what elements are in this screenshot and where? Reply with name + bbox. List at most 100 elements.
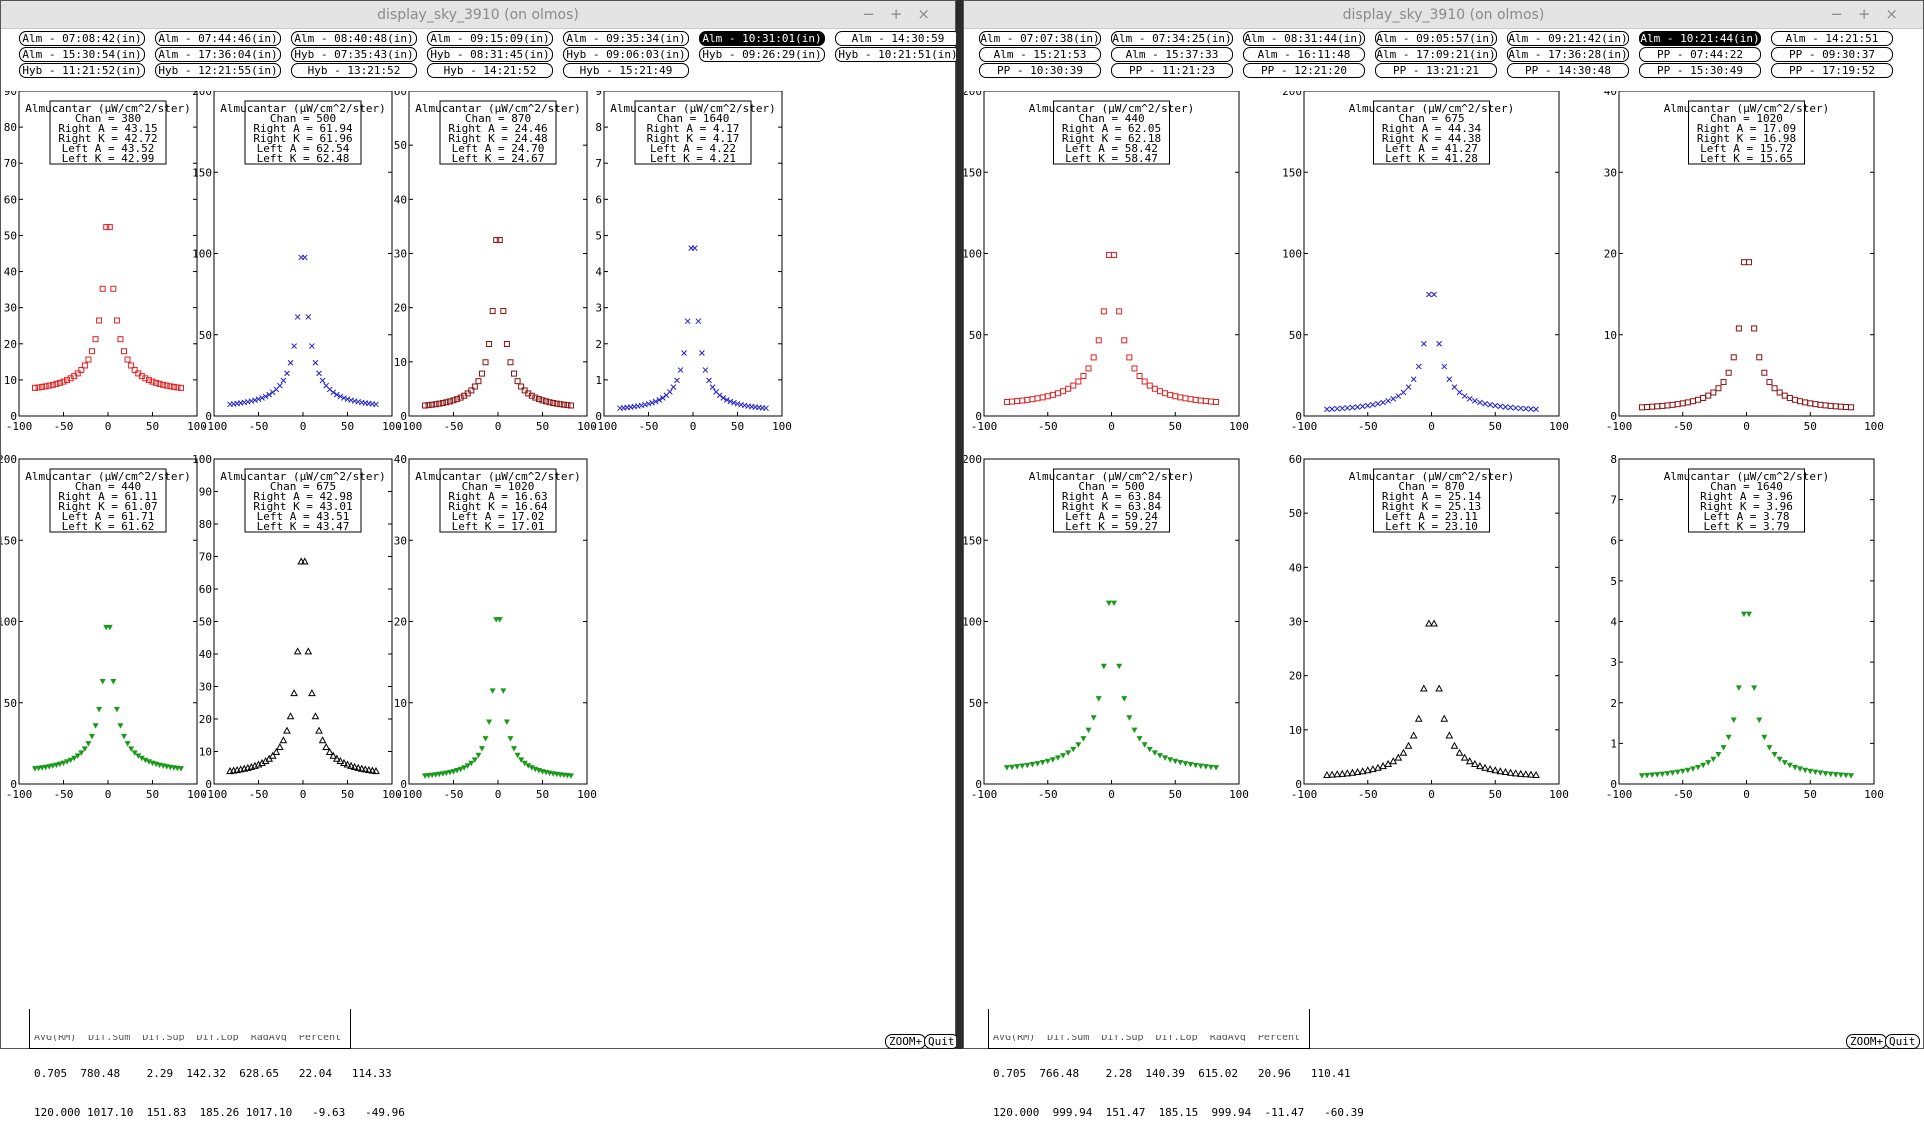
tab-measurement[interactable]: PP - 13:21:21: [1375, 63, 1497, 78]
tab-measurement[interactable]: Hyb - 10:21:51(in): [835, 47, 961, 62]
data-point: [103, 224, 110, 231]
data-point: [35, 765, 42, 772]
y-tick-label: 10: [394, 697, 407, 710]
tab-measurement[interactable]: Hyb - 15:21:49: [563, 63, 689, 78]
tab-measurement[interactable]: PP - 15:30:49: [1639, 63, 1761, 78]
data-point: [443, 770, 450, 777]
close-icon[interactable]: ×: [917, 5, 945, 23]
window-controls[interactable]: −+×: [1830, 5, 1913, 23]
window-controls[interactable]: −+×: [862, 5, 945, 23]
tab-measurement[interactable]: Hyb - 08:31:45(in): [427, 47, 553, 62]
y-tick-label: 40: [1604, 91, 1617, 98]
tab-measurement[interactable]: Alm - 07:44:46(in): [155, 31, 281, 46]
tab-measurement[interactable]: Alm - 15:37:33: [1111, 47, 1233, 62]
maximize-icon[interactable]: +: [889, 5, 918, 23]
zoom-button[interactable]: ZOOM+: [885, 1034, 927, 1049]
tab-measurement[interactable]: Hyb - 09:06:03(in): [563, 47, 689, 62]
data-point: [315, 726, 323, 734]
tab-measurement[interactable]: PP - 07:44:22: [1639, 47, 1761, 62]
tab-measurement[interactable]: PP - 12:21:20: [1243, 63, 1365, 78]
legend-title: Almucantar (μW/cm^2/ster): [610, 102, 776, 115]
tab-measurement[interactable]: Hyb - 12:21:55(in): [155, 63, 281, 78]
data-point: [457, 766, 464, 773]
tab-measurement[interactable]: PP - 14:30:48: [1507, 63, 1629, 78]
tab-measurement[interactable]: Alm - 09:21:42(in): [1507, 31, 1629, 46]
tab-measurement[interactable]: Alm - 10:31:01(in): [699, 31, 825, 46]
minimize-icon[interactable]: −: [1830, 5, 1858, 23]
quit-button[interactable]: Quit: [924, 1034, 959, 1049]
close-icon[interactable]: ×: [1885, 5, 1913, 23]
tab-measurement[interactable]: Alm - 17:36:28(in): [1507, 47, 1629, 62]
tab-measurement[interactable]: Alm - 08:40:48(in): [291, 31, 417, 46]
stats-panel: AVG(RM) Dif.Sum Dif.Sup Dif.Lop RadAvg P…: [29, 1009, 405, 1119]
tab-measurement[interactable]: PP - 09:30:37: [1771, 47, 1893, 62]
data-point: [1776, 389, 1783, 396]
y-tick-label: 20: [4, 338, 17, 351]
data-point: [322, 742, 330, 751]
tab-measurement[interactable]: Alm - 14:21:51: [1771, 31, 1893, 46]
window-title: display_sky_3910 (on olmos): [377, 7, 579, 23]
tab-measurement[interactable]: Alm - 09:15:09(in): [427, 31, 553, 46]
tab-measurement[interactable]: Hyb - 07:35:43(in): [291, 47, 417, 62]
y-tick-label: 10: [4, 374, 17, 387]
data-point: [1674, 401, 1681, 408]
legend-box: [1688, 100, 1805, 165]
data-point: [1659, 771, 1666, 778]
data-point: [110, 285, 117, 292]
x-tick-label: 100: [1229, 420, 1249, 433]
tab-measurement[interactable]: Alm - 07:07:38(in): [979, 31, 1101, 46]
tab-measurement[interactable]: Alm - 14:30:59: [835, 31, 961, 46]
tab-measurement[interactable]: Alm - 17:09:21(in): [1375, 47, 1497, 62]
tab-measurement[interactable]: Alm - 10:21:44(in): [1639, 31, 1761, 46]
left-window: display_sky_3910 (on olmos) −+× Alm - 07…: [0, 0, 961, 1119]
tab-measurement[interactable]: PP - 11:21:23: [1111, 63, 1233, 78]
data-point: [1187, 396, 1194, 403]
legend-right-a: Right A = 43.15: [58, 122, 157, 135]
zoom-button[interactable]: ZOOM+: [1846, 1034, 1888, 1049]
data-point: [567, 773, 574, 779]
tab-measurement[interactable]: Alm - 07:34:25(in): [1111, 31, 1233, 46]
data-point: [1832, 403, 1839, 410]
data-point: [1404, 741, 1413, 749]
x-tick-label: 50: [341, 788, 354, 801]
x-tick-label: -50: [1038, 420, 1058, 433]
tab-measurement[interactable]: Hyb - 11:21:52(in): [19, 63, 145, 78]
data-point: [1034, 395, 1041, 402]
x-tick-label: 50: [536, 788, 549, 801]
minimize-icon[interactable]: −: [862, 5, 890, 23]
data-point: [1379, 762, 1387, 770]
tab-measurement[interactable]: Alm - 17:36:04(in): [155, 47, 281, 62]
data-point: [670, 384, 677, 390]
tab-measurement[interactable]: Alm - 08:31:44(in): [1243, 31, 1365, 46]
tab-measurement[interactable]: PP - 10:30:39: [979, 63, 1101, 78]
maximize-icon[interactable]: +: [1857, 5, 1886, 23]
tab-measurement[interactable]: Alm - 09:05:57(in): [1375, 31, 1497, 46]
data-point: [1100, 663, 1107, 670]
x-tick-label: 0: [105, 420, 112, 433]
y-tick-label: 0: [400, 778, 407, 791]
data-point: [500, 308, 507, 315]
tab-measurement[interactable]: Hyb - 13:21:52: [291, 63, 417, 78]
data-point: [365, 766, 373, 774]
data-point: [486, 340, 493, 347]
data-point: [503, 340, 510, 347]
data-point: [1177, 759, 1184, 766]
tab-measurement[interactable]: Alm - 15:30:54(in): [19, 47, 145, 62]
tab-measurement[interactable]: Alm - 16:11:48: [1243, 47, 1365, 62]
data-point: [1679, 768, 1686, 775]
data-point: [511, 370, 518, 377]
tab-measurement[interactable]: PP - 17:19:52: [1771, 63, 1893, 78]
tab-measurement[interactable]: Alm - 15:21:53: [979, 47, 1101, 62]
quit-button[interactable]: Quit: [1885, 1034, 1920, 1049]
tab-measurement[interactable]: Alm - 07:08:42(in): [19, 31, 145, 46]
legend-left-k: Left K = 59.27: [1065, 520, 1158, 533]
chart-panel: 0 10 20 30 40 50 60 -100 -50 0 50 100 Almucantar (μW…: [394, 91, 597, 433]
tab-measurement[interactable]: Alm - 09:35:34(in): [563, 31, 689, 46]
tab-measurement[interactable]: Hyb - 09:26:29(in): [699, 47, 825, 62]
legend-box: [244, 100, 362, 165]
legend-left-a: Left A = 23.11: [1385, 510, 1478, 523]
y-tick-label: 50: [1289, 329, 1302, 342]
legend-chan: Chan = 675: [270, 480, 336, 493]
tab-measurement[interactable]: Hyb - 14:21:52: [427, 63, 553, 78]
data-point: [1359, 403, 1366, 410]
